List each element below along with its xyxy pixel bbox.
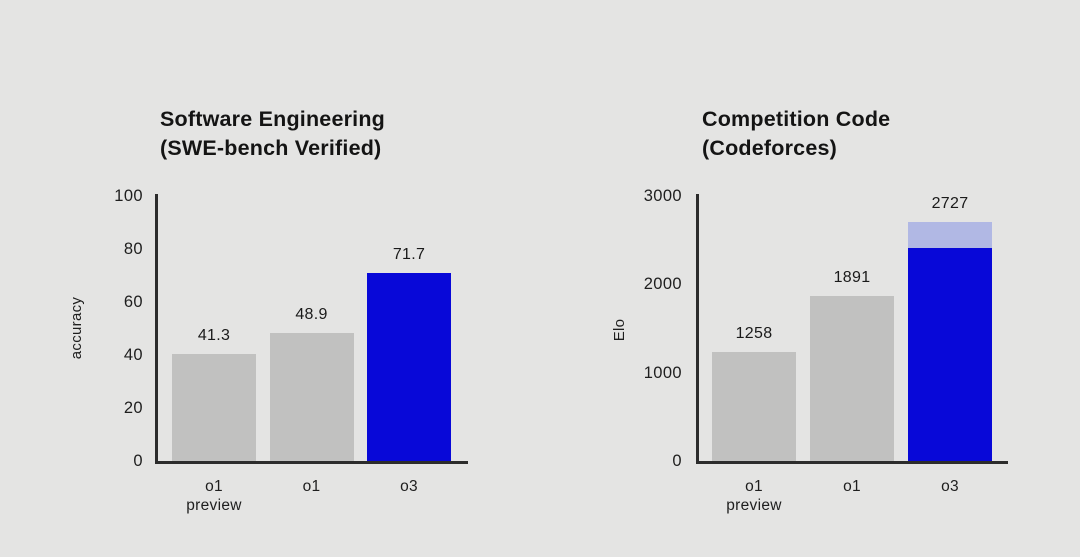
chart-title-swe-bench: Software Engineering (SWE-bench Verified… [160, 105, 385, 162]
bar-value-label: 1891 [833, 268, 871, 286]
bar-o1-preview [712, 351, 796, 463]
x-axis-category-label: o1 preview [186, 478, 242, 514]
x-axis-category-label: o1 [302, 478, 321, 495]
y-tick-label: 60 [123, 293, 143, 311]
chart-title-line1: Competition Code [702, 107, 891, 131]
y-tick-label: 40 [123, 346, 143, 364]
x-axis-category-label: o1 preview [726, 478, 782, 514]
y-tick-label: 80 [123, 240, 143, 258]
bar-value-label: 41.3 [197, 326, 231, 344]
bar-o3 [367, 272, 451, 463]
y-tick-label: 100 [114, 187, 143, 205]
y-axis-line [696, 194, 699, 464]
bar-o3-solid-segment [908, 248, 992, 463]
x-axis-category-label: o3 [941, 478, 959, 495]
chart-title-line1: Software Engineering [160, 107, 386, 131]
y-axis-label-accuracy: accuracy [68, 296, 85, 360]
y-tick-label: 3000 [643, 187, 682, 205]
bar-value-label: 1258 [735, 324, 773, 342]
bar-value-label: 71.7 [392, 245, 426, 263]
bar-value-label: 48.9 [295, 306, 328, 324]
y-tick-label: 1000 [643, 363, 682, 382]
x-axis-category-label: o3 [400, 478, 418, 495]
y-axis-line [155, 194, 158, 464]
x-axis-line [696, 460, 1008, 464]
x-axis-line [155, 460, 468, 464]
chart-title-codeforces: Competition Code (Codeforces) [702, 105, 890, 162]
bar-o3 [908, 222, 992, 463]
bar-o1 [269, 333, 354, 463]
bar-o1-preview [172, 353, 256, 463]
x-axis-category-label: o1 [843, 478, 861, 495]
bar-o1 [810, 295, 894, 463]
y-tick-label: 20 [123, 399, 143, 417]
y-tick-label: 0 [133, 452, 143, 470]
chart-title-line2: (Codeforces) [702, 135, 838, 160]
y-tick-label: 2000 [643, 275, 682, 294]
bar-value-label: 2727 [931, 195, 969, 213]
chart-title-line2: (SWE-bench Verified) [160, 135, 382, 160]
y-axis-label-elo: Elo [611, 318, 628, 342]
y-tick-label: 0 [672, 452, 682, 470]
